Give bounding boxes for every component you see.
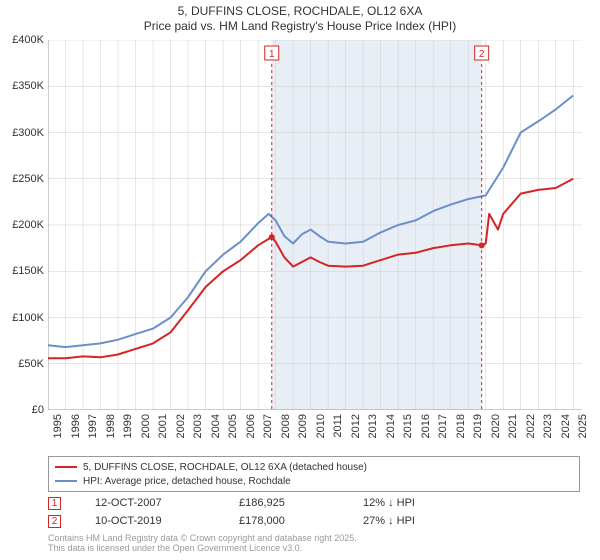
x-tick-label: 1999 [122,414,134,438]
x-tick-label: 2015 [402,414,414,438]
x-tick-label: 2001 [157,414,169,438]
x-tick-label: 1996 [70,414,82,438]
x-axis-labels: 1995 1996 1997 1998 1999 2000 2001 2002 2003 2004… [48,414,582,456]
y-tick-label: £250K [12,173,44,185]
x-tick-label: 2006 [245,414,257,438]
title-line1: 5, DUFFINS CLOSE, ROCHDALE, OL12 6XA [0,4,600,19]
y-tick-label: £150K [12,265,44,277]
marker-table: 1 12-OCT-2007 £186,925 12% ↓ HPI 2 10-OCT-201… [48,494,580,530]
x-tick-label: 1997 [87,414,99,438]
marker-badge: 2 [48,515,61,528]
legend-row-1: 5, DUFFINS CLOSE, ROCHDALE, OL12 6XA (de… [55,460,573,474]
marker-delta: 27% ↓ HPI [363,515,473,527]
marker-date: 10-OCT-2019 [95,515,205,527]
x-tick-label: 2019 [472,414,484,438]
x-tick-label: 2007 [262,414,274,438]
plot-area: 12 [48,40,582,410]
marker-price: £186,925 [239,497,329,509]
x-tick-label: 2010 [315,414,327,438]
x-tick-label: 2017 [437,414,449,438]
marker-price: £178,000 [239,515,329,527]
y-tick-label: £350K [12,80,44,92]
y-tick-label: £0 [32,404,44,416]
x-tick-label: 2021 [507,414,519,438]
x-tick-label: 2024 [560,414,572,438]
y-tick-label: £50K [18,358,44,370]
y-tick-label: £400K [12,34,44,46]
legend-swatch-series1 [55,466,77,468]
chart-svg: 12 [48,40,582,410]
x-tick-label: 2011 [332,414,344,438]
x-tick-label: 2014 [385,414,397,438]
x-tick-label: 2000 [140,414,152,438]
x-tick-label: 1995 [52,414,64,438]
chart-container: 5, DUFFINS CLOSE, ROCHDALE, OL12 6XA Pri… [0,0,600,560]
y-tick-label: £100K [12,312,44,324]
legend-label-series1: 5, DUFFINS CLOSE, ROCHDALE, OL12 6XA (de… [83,462,367,473]
marker-date: 12-OCT-2007 [95,497,205,509]
svg-text:1: 1 [269,49,275,60]
x-tick-label: 2003 [192,414,204,438]
marker-badge: 1 [48,497,61,510]
legend-box: 5, DUFFINS CLOSE, ROCHDALE, OL12 6XA (de… [48,456,580,492]
x-tick-label: 2023 [542,414,554,438]
attribution: Contains HM Land Registry data © Crown c… [48,534,357,554]
x-tick-label: 2005 [227,414,239,438]
x-tick-label: 2013 [367,414,379,438]
legend-label-series2: HPI: Average price, detached house, Roch… [83,476,291,487]
svg-text:2: 2 [479,49,485,60]
x-tick-label: 2025 [577,414,589,438]
x-tick-label: 2012 [350,414,362,438]
legend-row-2: HPI: Average price, detached house, Roch… [55,474,573,488]
x-tick-label: 2018 [455,414,467,438]
x-tick-label: 2020 [490,414,502,438]
x-tick-label: 2016 [420,414,432,438]
marker-row: 2 10-OCT-2019 £178,000 27% ↓ HPI [48,512,580,530]
attribution-line2: This data is licensed under the Open Gov… [48,544,357,554]
x-tick-label: 2002 [175,414,187,438]
x-tick-label: 1998 [105,414,117,438]
x-tick-label: 2004 [210,414,222,438]
title-block: 5, DUFFINS CLOSE, ROCHDALE, OL12 6XA Pri… [0,0,600,34]
y-tick-label: £200K [12,219,44,231]
x-tick-label: 2022 [525,414,537,438]
title-line2: Price paid vs. HM Land Registry's House … [0,19,600,34]
marker-delta: 12% ↓ HPI [363,497,473,509]
x-tick-label: 2008 [280,414,292,438]
marker-row: 1 12-OCT-2007 £186,925 12% ↓ HPI [48,494,580,512]
legend-swatch-series2 [55,480,77,482]
x-tick-label: 2009 [297,414,309,438]
y-axis-labels: £0£50K£100K£150K£200K£250K£300K£350K£400… [0,40,46,410]
y-tick-label: £300K [12,127,44,139]
